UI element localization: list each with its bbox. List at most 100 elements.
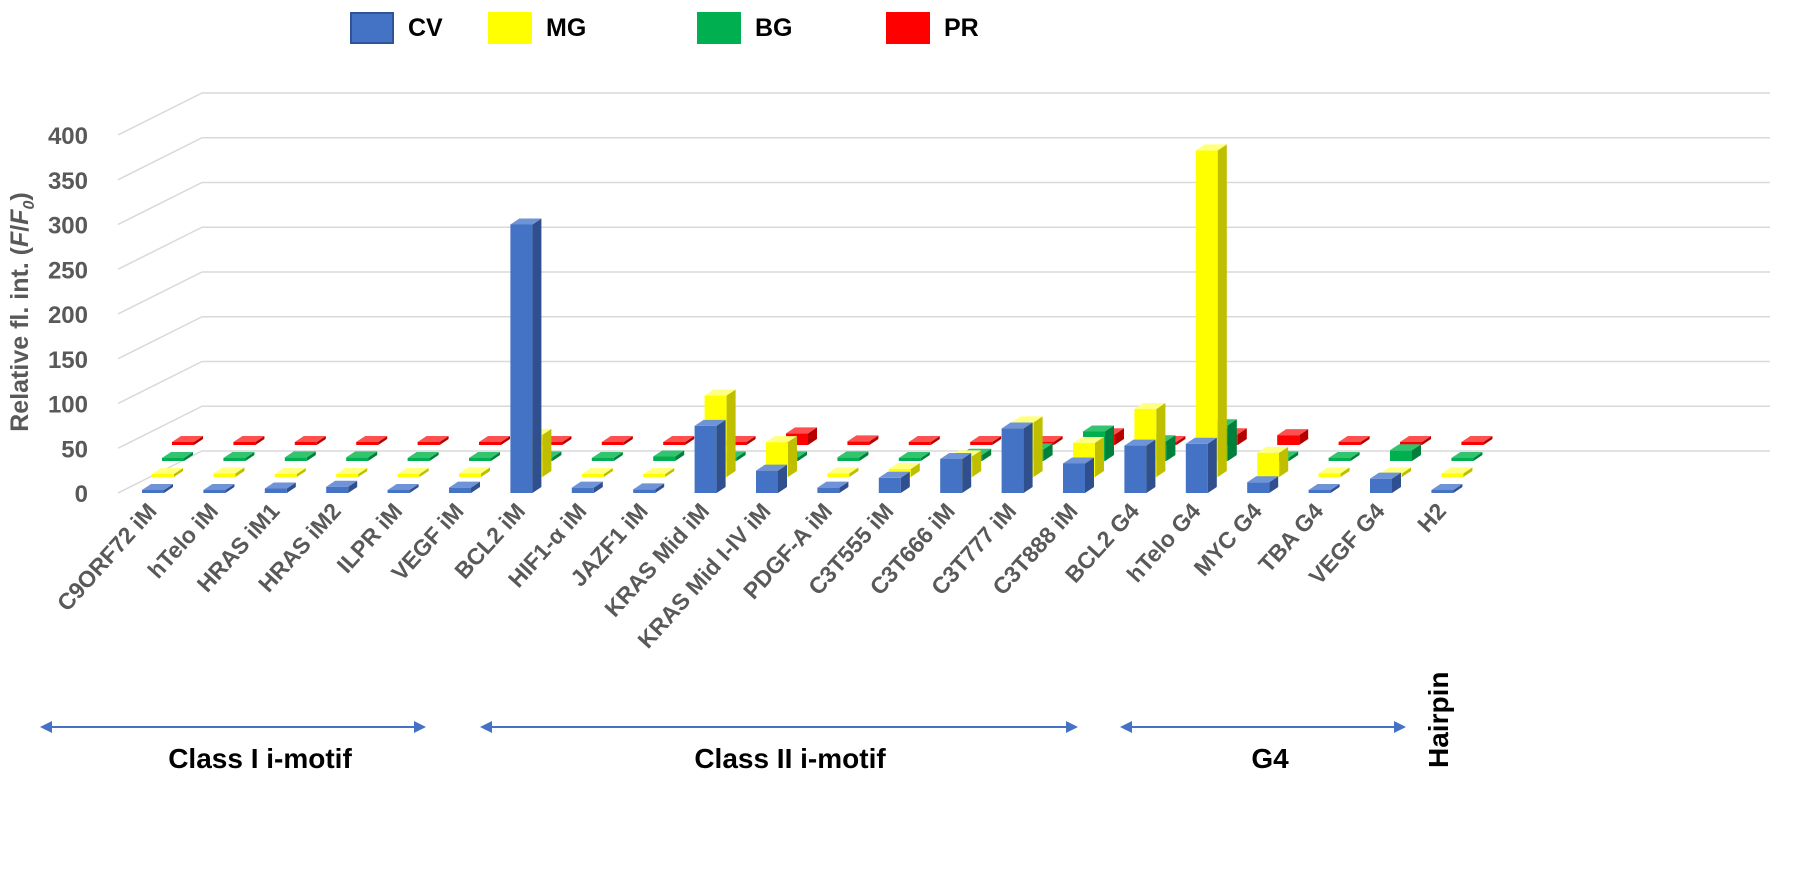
bar-mg-hras-im2: [336, 468, 368, 477]
bar-pr-c9orf72-im: [172, 436, 203, 445]
group-g4: G4: [1120, 721, 1406, 774]
bar-cv-bcl2-im: [510, 218, 542, 493]
bar-mg-h2: [1441, 467, 1473, 477]
bar-cv-c3t888-im: [1063, 457, 1094, 493]
bar-cv-c9orf72-im: [142, 484, 173, 493]
y-tick-label: 350: [48, 168, 88, 195]
bar-cv-c3t777-im: [1001, 422, 1033, 493]
bar-mg-jazf1-im: [643, 468, 675, 477]
bar-mg-ilpr-im: [397, 468, 429, 477]
bar-mg-myc-g4: [1257, 446, 1289, 477]
bar-cv-pdgf-a-im: [817, 481, 849, 493]
legend-label-pr: PR: [944, 13, 979, 42]
bar-cv-h2: [1431, 484, 1463, 493]
bar-cv-hras-im2: [326, 480, 358, 493]
gridline: [117, 92, 1770, 136]
bar-bg-tba-g4: [1328, 452, 1360, 461]
gridline: [117, 360, 1770, 405]
y-axis: 0 50 100 150 200 250 300 350 400: [48, 123, 88, 508]
bar-cv-vegf-im: [449, 481, 480, 493]
bar-pr-hif1-im: [601, 436, 633, 445]
bar-cv-kras-mid-i-iv-im: [756, 464, 787, 493]
y-tick-label: 300: [48, 213, 88, 240]
bar-cv-vegf-g4: [1370, 472, 1401, 493]
bar-pr-jazf1-im: [663, 436, 695, 445]
bar-mg-c9orf72-im: [152, 468, 183, 477]
y-tick-label: 250: [48, 257, 88, 284]
legend-swatch-cv: [350, 12, 394, 44]
bar-cv-myc-g4: [1247, 476, 1279, 493]
bar-bg-hif1-im: [591, 452, 623, 461]
x-tick-label: H2: [1412, 498, 1451, 537]
y-axis-label-f0: F: [6, 209, 34, 225]
bar-mg-htelo-im: [213, 467, 245, 477]
gridline: [117, 137, 1770, 181]
y-axis-label-slash: /: [6, 225, 34, 232]
y-tick-label: 200: [48, 302, 88, 329]
bar-pr-c3t666-im: [970, 436, 1002, 445]
bar-cv-htelo-g4: [1185, 437, 1217, 493]
group-hairpin: Hairpin: [1423, 672, 1454, 768]
bar-bg-c3t555-im: [898, 452, 930, 461]
bar-pr-myc-g4: [1277, 429, 1309, 445]
bar-mg-vegf-im: [459, 467, 490, 477]
bar-mg-tba-g4: [1318, 467, 1350, 477]
y-tick-label: 150: [48, 347, 88, 374]
group-label: Hairpin: [1423, 672, 1454, 768]
bar-pr-pdgf-a-im: [847, 435, 879, 445]
bar-bg-ilpr-im: [407, 452, 439, 461]
legend-item-pr: PR: [886, 6, 979, 50]
bar-mg-htelo-g4: [1195, 144, 1227, 477]
bar-bg-vegf-g4: [1390, 444, 1421, 461]
bar-bg-h2: [1451, 452, 1483, 461]
legend-item-bg: BG: [697, 6, 793, 50]
bar-cv-c3t666-im: [940, 452, 972, 493]
bar-pr-ilpr-im: [417, 436, 449, 445]
bar-pr-vegf-g4: [1400, 436, 1431, 445]
bar-bg-htelo-im: [223, 452, 255, 461]
bar-pr-tba-g4: [1338, 436, 1370, 445]
bar-cv-c3t555-im: [878, 471, 910, 493]
group-label: G4: [1251, 743, 1289, 774]
bar-pr-c3t555-im: [908, 436, 940, 445]
category-groups: Class I i-motif Class II i-motif G4 Hairpin: [40, 672, 1454, 774]
legend-item-mg: MG: [488, 6, 586, 50]
gridline: [117, 271, 1770, 315]
bar-cv-ilpr-im: [387, 484, 419, 493]
y-axis-label-prefix: Relative fl. int. (: [6, 246, 34, 431]
y-tick-label: 400: [48, 123, 88, 150]
y-tick-label: 100: [48, 392, 88, 419]
bar-cv-kras-mid-im: [694, 419, 726, 493]
y-axis-label-f: F: [6, 231, 34, 247]
legend-item-cv: CV: [350, 6, 443, 50]
group-label: Class II i-motif: [694, 743, 886, 774]
gridline: [117, 316, 1770, 360]
bar-mg-hif1-im: [581, 468, 613, 477]
bar-bg-jazf1-im: [653, 450, 685, 461]
bar-bg-c9orf72-im: [162, 452, 193, 461]
group-label: Class I i-motif: [168, 743, 352, 774]
grid: [117, 92, 1770, 494]
bar-cv-hif1-im: [571, 481, 603, 493]
x-tick-label: MYC G4: [1189, 498, 1267, 581]
bar-pr-hras-im2: [356, 436, 388, 445]
bar-pr-h2: [1461, 436, 1493, 445]
bar-cv-tba-g4: [1308, 484, 1340, 493]
legend-label-mg: MG: [546, 13, 587, 42]
legend-swatch-mg: [488, 12, 532, 44]
chart-legend: CV MG BG PR: [350, 6, 1150, 50]
group-class-i-i-motif: Class I i-motif: [40, 721, 426, 774]
bar-pr-vegf-im: [479, 436, 510, 445]
bar-bg-hras-im1: [284, 451, 316, 461]
bar-mg-pdgf-a-im: [827, 467, 859, 477]
bar-pr-htelo-im: [233, 436, 265, 445]
bar-cv-bcl2-g4: [1124, 439, 1156, 493]
bar-pr-hras-im1: [294, 436, 326, 445]
legend-swatch-pr: [886, 12, 930, 44]
bar-bg-hras-im2: [346, 451, 378, 461]
bar-bg-pdgf-a-im: [837, 451, 869, 461]
gridline: [117, 226, 1770, 270]
y-axis-label-suffix: ): [6, 192, 34, 200]
